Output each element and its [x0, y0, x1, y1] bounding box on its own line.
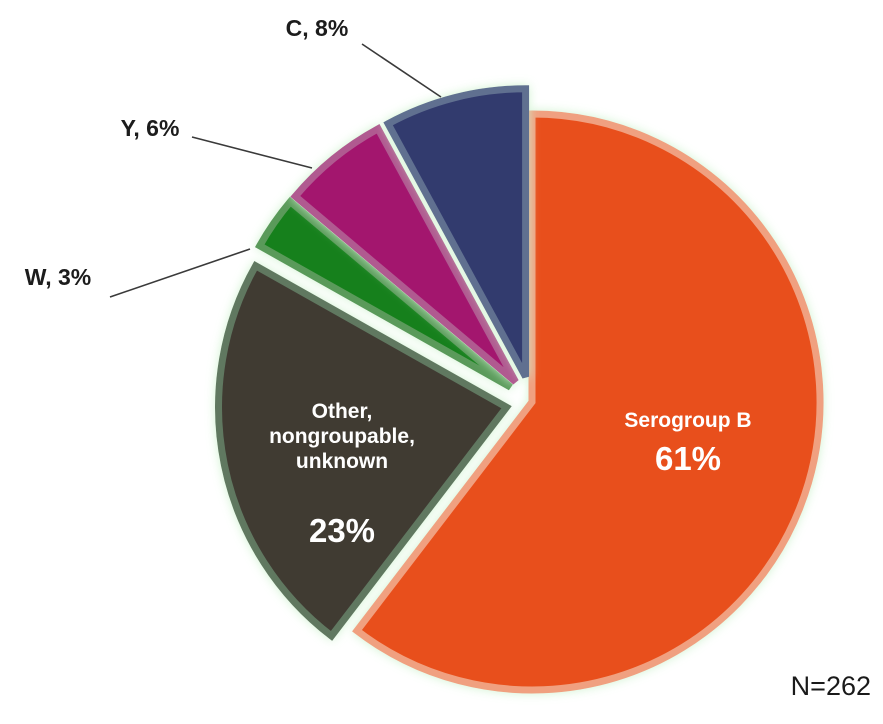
slice-serogroup-b — [352, 110, 824, 694]
slice-value-label: 61% — [655, 440, 721, 477]
slice-outer-label: C, 8% — [286, 15, 349, 41]
pie-labels: Serogroup B 61% Other,nongroupable,unknown… — [25, 15, 752, 549]
slice-name-label: nongroupable, — [269, 425, 415, 448]
slice-outer-label: Y, 6% — [121, 115, 180, 141]
slice-name-label: Other, — [312, 400, 373, 423]
slice-y — [290, 124, 519, 385]
slice-value-label: 23% — [309, 512, 375, 549]
slice-name-label: Serogroup B — [624, 409, 751, 432]
slice-name-label: unknown — [296, 450, 388, 473]
slice-other-nongroupable-unknown — [215, 261, 512, 641]
leader-line — [109, 248, 251, 298]
pie-slices — [215, 85, 824, 694]
sample-size-label: N=262 — [790, 671, 871, 701]
slice-outer-label: W, 3% — [25, 264, 91, 290]
leader-line — [191, 136, 313, 169]
leader-line — [361, 43, 442, 98]
slice-w — [254, 196, 513, 391]
slice-c — [383, 85, 530, 379]
